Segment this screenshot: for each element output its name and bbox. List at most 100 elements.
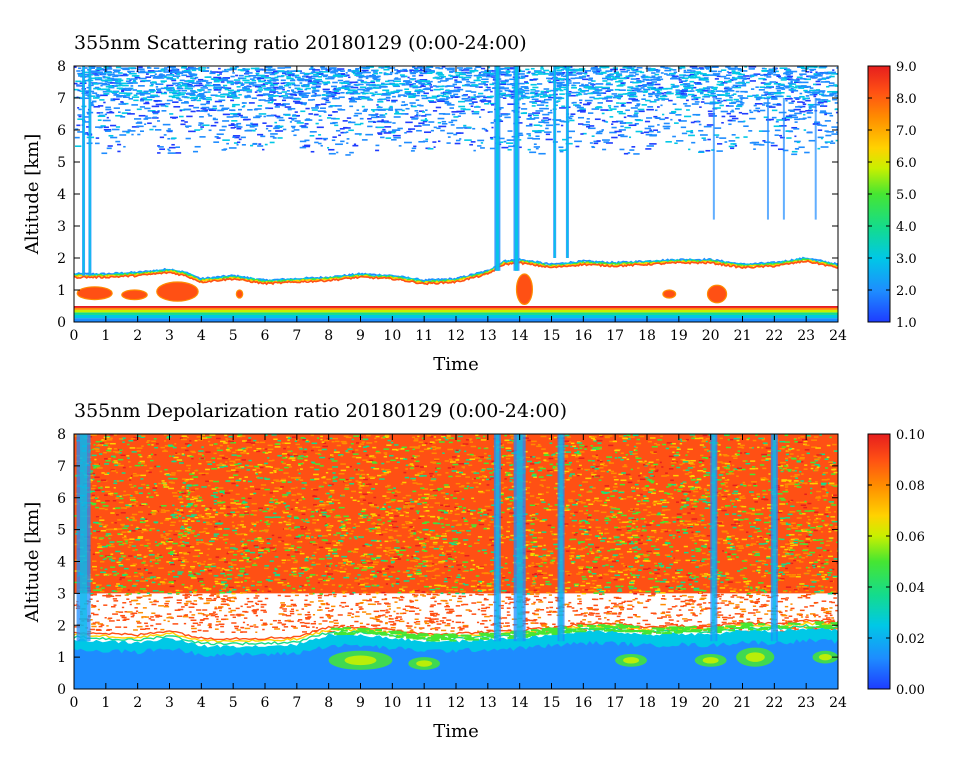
depol-speckle <box>638 475 641 477</box>
depol-speckle <box>633 497 637 500</box>
scatter-speckle <box>688 148 691 151</box>
scatter-speckle <box>628 124 637 127</box>
colorbar-tick-label: 6.0 <box>896 156 917 171</box>
scatter-speckle <box>574 77 583 79</box>
scatter-speckle <box>227 94 235 97</box>
scatter-speckle <box>481 78 489 81</box>
scatter-speckle <box>468 102 475 105</box>
scatter-speckle <box>794 135 797 138</box>
scatter-speckle <box>150 94 158 97</box>
scatter-speckle <box>296 87 301 90</box>
x-tick-label: 13 <box>479 328 497 344</box>
scatter-speckle <box>793 128 800 130</box>
depol-speckle <box>240 553 244 555</box>
scatter-speckle <box>820 81 826 83</box>
depol-speckle <box>216 567 221 569</box>
scatter-speckle <box>802 97 809 100</box>
depol-speckle <box>291 459 296 461</box>
depol-speckle <box>187 537 190 540</box>
scatter-speckle <box>108 134 114 137</box>
scatter-speckle <box>301 125 307 127</box>
scatter-speckle <box>270 83 278 86</box>
scatter-speckle <box>430 89 434 92</box>
scatter-speckle <box>525 124 533 127</box>
depol-speckle <box>565 550 570 552</box>
depol-speckle <box>381 473 387 476</box>
scatter-speckle <box>272 78 276 80</box>
scatter-speckle <box>178 72 184 75</box>
scatter-speckle <box>823 101 828 103</box>
scatter-speckle <box>786 78 793 80</box>
scatter-speckle <box>414 68 419 71</box>
scatter-speckle <box>315 122 319 125</box>
scatter-speckle <box>500 80 509 83</box>
scatter-speckle <box>355 84 359 86</box>
scatter-speckle <box>255 115 262 117</box>
scatter-speckle <box>152 77 161 79</box>
scatter-speckle <box>267 101 273 104</box>
scatter-speckle <box>164 86 168 89</box>
depol-speckle <box>421 538 424 540</box>
scatter-speckle <box>125 74 129 76</box>
depol-speckle <box>785 543 790 545</box>
scatter-speckle <box>82 79 89 82</box>
scatter-speckle <box>507 139 511 141</box>
scatter-speckle <box>321 94 329 96</box>
depol-speckle <box>590 472 594 474</box>
scatter-speckle <box>517 88 524 91</box>
scatter-speckle <box>501 113 509 116</box>
depol-speckle <box>256 447 262 450</box>
scatter-speckle <box>264 66 273 68</box>
scatter-speckle <box>446 132 454 135</box>
scatter-speckle <box>406 93 414 95</box>
scatter-speckle <box>229 109 235 111</box>
scatter-speckle <box>485 130 489 132</box>
scatter-speckle <box>651 81 658 83</box>
scatter-speckle <box>122 87 127 90</box>
scatter-speckle <box>269 141 275 144</box>
scatter-speckle <box>330 91 338 94</box>
scatter-speckle <box>437 81 441 83</box>
scatter-speckle <box>463 71 470 74</box>
depol-speckle <box>669 563 674 566</box>
scatter-speckle <box>753 104 757 107</box>
scatter-speckle <box>297 77 301 80</box>
scatter-speckle <box>187 85 195 88</box>
scatter-speckle <box>126 131 130 134</box>
depol-speckle <box>676 513 682 515</box>
scatter-speckle <box>250 67 258 70</box>
scatter-speckle <box>471 112 480 115</box>
scatter-speckle <box>538 121 546 123</box>
scatter-speckle <box>426 66 431 68</box>
depol-speckle <box>253 450 259 452</box>
scatter-speckle <box>228 91 233 94</box>
depol-speckle <box>502 576 506 579</box>
scatter-speckle <box>367 99 374 101</box>
scatter-speckle <box>282 103 290 105</box>
depol-speckle <box>610 470 615 473</box>
scatter-speckle <box>700 73 707 75</box>
depol-speckle <box>228 440 231 442</box>
depol-speckle <box>193 535 198 537</box>
scatter-speckle <box>662 88 668 90</box>
scatter-speckle <box>800 77 806 80</box>
scatter-speckle <box>139 99 145 102</box>
depol-speckle <box>825 586 828 588</box>
scatter-speckle <box>122 130 130 133</box>
scatter-speckle <box>291 97 296 100</box>
depol-speckle <box>135 505 139 507</box>
depol-speckle <box>121 472 126 474</box>
scatter-speckle <box>778 76 781 79</box>
depol-speckle <box>429 546 435 548</box>
scatter-speckle <box>749 80 756 82</box>
scatter-speckle <box>262 93 270 95</box>
scatter-speckle <box>807 91 814 94</box>
scatter-speckle <box>214 84 221 87</box>
scatter-speckle <box>590 68 597 70</box>
scatter-speckle <box>333 111 336 113</box>
scatter-speckle <box>123 92 132 95</box>
depol-speckle <box>212 520 216 523</box>
scatter-speckle <box>762 140 766 142</box>
scatter-speckle <box>405 107 410 110</box>
scatter-speckle <box>556 85 562 88</box>
